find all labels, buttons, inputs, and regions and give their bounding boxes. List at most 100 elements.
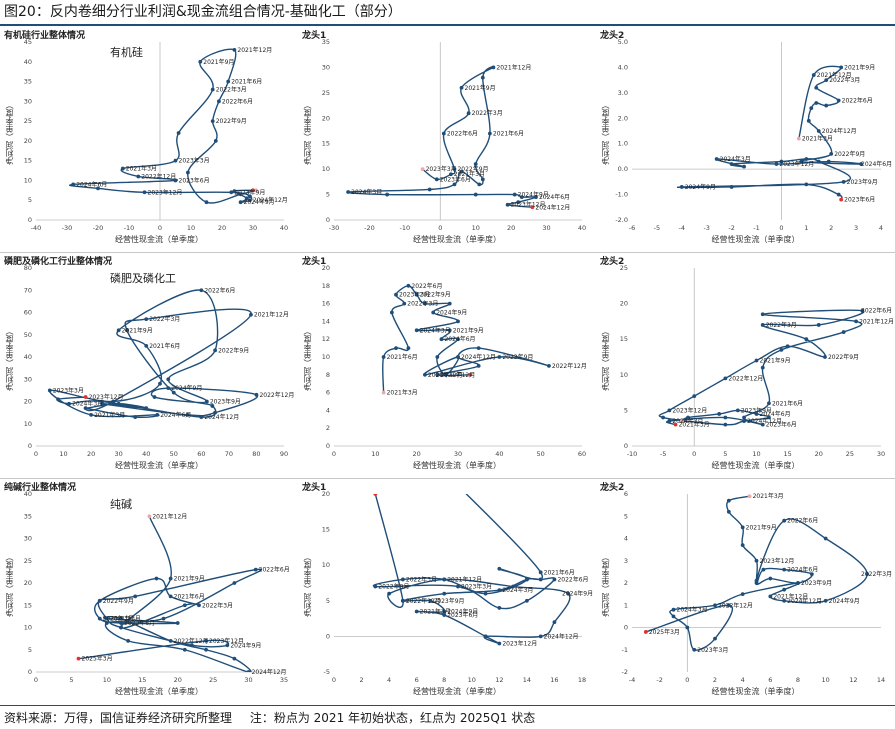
data-point (726, 498, 731, 503)
y-tick-label: 20 (322, 114, 330, 122)
point-label: 2024年12月 (461, 353, 496, 361)
x-tick-label: 0 (685, 676, 689, 684)
x-tick-label: 10 (103, 676, 111, 684)
data-point (173, 178, 178, 183)
y-tick-label: 80 (24, 264, 32, 272)
point-label: 2021年3月 (387, 389, 418, 397)
chart-title: 有机硅 (110, 46, 143, 59)
legend-note: 注：粉点为 2021 年初始状态，红点为 2025Q1 状态 (249, 711, 536, 725)
x-tick-label: 20 (174, 676, 182, 684)
x-tick-label: -6 (629, 224, 635, 232)
y-tick-label: 5 (326, 191, 330, 199)
point-label: 2024年9月 (685, 183, 716, 191)
x-tick-label: -4 (679, 224, 685, 232)
x-tick-label: 4 (741, 676, 745, 684)
data-point (136, 174, 141, 179)
data-point (643, 630, 648, 634)
point-label: 2023年6月 (124, 619, 155, 627)
point-label: 2021年12月 (817, 71, 852, 79)
x-tick-label: -10 (627, 450, 638, 458)
data-point (804, 182, 809, 187)
x-tick-label: 60 (197, 450, 205, 458)
y-tick-label: 25 (322, 89, 330, 97)
data-point (176, 131, 181, 135)
data-point (168, 594, 173, 599)
point-label: 2021年3月 (802, 135, 833, 143)
point-label: 2023年3月 (426, 165, 457, 173)
data-point (246, 670, 251, 672)
data-point (182, 647, 187, 652)
point-label: 2021年6月 (174, 592, 205, 600)
y-tick-label: 18 (322, 282, 330, 290)
data-point (473, 192, 478, 197)
data-point (796, 136, 801, 141)
point-label: 2024年6月 (444, 335, 475, 343)
row-separator (0, 252, 895, 253)
data-point (723, 422, 728, 427)
point-label: 2024年12月 (787, 597, 822, 605)
x-tick-label: -30 (62, 224, 73, 232)
point-label: 2023年12月 (148, 188, 183, 196)
data-point (729, 185, 734, 189)
data-point (779, 159, 784, 164)
y-tick-label: 30 (24, 97, 32, 105)
data-point (210, 87, 215, 92)
point-label: 2025年3月 (82, 655, 113, 663)
chart-svg: -40 -30 -20 -10 0 10 20 30 40 0 5 10 15 20 25 30 35 40 45 2… (24, 38, 288, 232)
chart-panel-5: 龙头1 0 10 20 30 40 50 60 0 2 4 6 8 10 12 14 16 18 20 2022年6月… (298, 252, 596, 478)
data-point (166, 386, 171, 391)
point-label: 2024年12月 (822, 127, 857, 135)
data-point (248, 198, 252, 203)
panel-header: 龙头1 (302, 257, 327, 267)
x-tick-label: 10 (472, 224, 480, 232)
data-point (685, 625, 690, 630)
point-label: 2021年12月 (237, 46, 272, 54)
data-point (814, 85, 819, 90)
data-point (754, 558, 759, 563)
data-point (435, 355, 440, 359)
data-point (714, 157, 719, 161)
data-point (116, 401, 121, 406)
point-label: 2022年6月 (411, 282, 442, 290)
point-label: 2022年3月 (406, 575, 437, 583)
x-tick-label: 12 (849, 676, 857, 684)
y-tick-label: 25 (24, 557, 32, 565)
data-point (423, 301, 427, 306)
data-point (760, 312, 765, 317)
y-tick-label: 12 (322, 335, 330, 343)
point-label: 2022年3月 (149, 315, 180, 323)
data-point (512, 192, 517, 197)
y-tick-label: 20 (322, 264, 330, 272)
x-tick-label: 30 (542, 224, 550, 232)
x-tick-label: 40 (280, 224, 288, 232)
data-point (723, 415, 728, 420)
y-tick-label: 8 (326, 371, 330, 379)
point-label: 2021年6月 (387, 353, 418, 361)
x-tick-label: -2 (728, 224, 734, 232)
data-point (740, 592, 745, 597)
point-label: 2023年3月 (399, 291, 430, 299)
y-tick-label: 0 (326, 216, 330, 224)
data-point (144, 317, 149, 322)
data-point (671, 614, 676, 619)
point-label: 2023年12月 (428, 371, 463, 379)
data-point (865, 572, 870, 576)
data-point (447, 301, 452, 306)
data-point (667, 408, 672, 413)
point-label: 2022年6月 (861, 307, 892, 315)
data-point (497, 566, 502, 571)
data-point (516, 200, 521, 205)
data-point (854, 319, 858, 324)
y-axis-label: 净利润（单季度） (303, 553, 312, 617)
data-point (829, 151, 834, 156)
x-tick-label: 15 (138, 676, 146, 684)
chart-panel-2: 龙头1 -30 -20 -10 0 10 20 30 40 0 5 10 15 20 25 30 35 2021年… (298, 26, 596, 252)
point-label: 2023年6月 (447, 611, 478, 619)
data-point (538, 634, 543, 639)
data-point (442, 609, 447, 614)
point-label: 2022年9月 (378, 583, 409, 591)
data-point (534, 195, 538, 200)
data-point (155, 412, 160, 417)
x-tick-label: 20 (815, 450, 823, 458)
chart-svg: -10 -5 0 5 10 15 20 25 30 0 5 10 15 20 25 2022年6月 2021年1… (620, 264, 894, 458)
